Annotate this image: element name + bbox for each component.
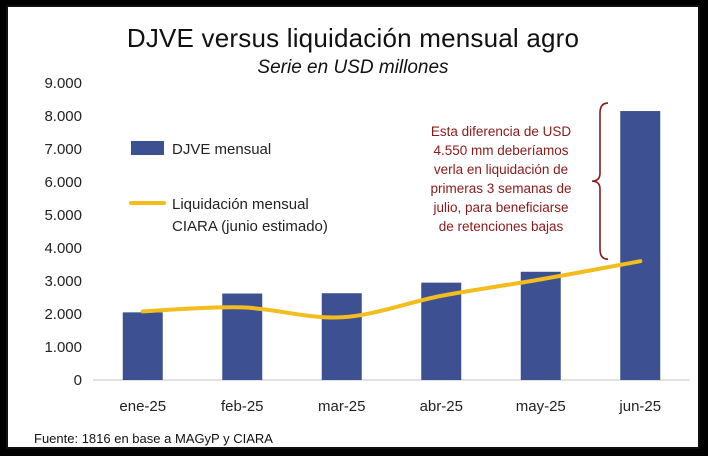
y-tick-label: 2.000 xyxy=(44,306,82,323)
y-tick-label: 4.000 xyxy=(44,240,82,257)
x-tick-label: abr-25 xyxy=(420,398,463,415)
bar-djve xyxy=(620,111,661,381)
line-liquidacion xyxy=(140,259,643,320)
y-tick-label: 6.000 xyxy=(44,174,82,191)
annotation-text-line: julio, para beneficiarse xyxy=(432,200,568,215)
annotation-brace xyxy=(591,102,609,260)
legend-swatch-djve xyxy=(131,141,164,155)
y-tick-label: 3.000 xyxy=(44,273,82,290)
y-tick-label: 7.000 xyxy=(44,141,82,158)
legend-label-liquidacion: Liquidación mensual xyxy=(172,196,309,213)
legend-label-liquidacion: CIARA (junio estimado) xyxy=(172,218,328,235)
bar-djve xyxy=(520,271,561,380)
y-tick-label: 9.000 xyxy=(44,75,82,92)
x-tick-label: mar-25 xyxy=(318,398,366,415)
annotation-text-line: verla en liquidación de xyxy=(434,162,568,177)
bar-djve xyxy=(321,293,362,380)
x-tick-label: jun-25 xyxy=(618,398,661,415)
annotation-text-line: 4.550 mm deberíamos xyxy=(433,143,568,158)
y-tick-label: 5.000 xyxy=(44,207,82,224)
y-tick-label: 0 xyxy=(74,372,82,389)
chart-title: DJVE versus liquidación mensual agro xyxy=(126,23,580,53)
chart-subtitle: Serie en USD millones xyxy=(257,57,449,78)
x-tick-label: feb-25 xyxy=(221,398,264,415)
x-tick-label: ene-25 xyxy=(119,398,166,415)
annotation-text-line: primeras 3 semanas de xyxy=(430,181,571,196)
annotation-text-line: de retenciones bajas xyxy=(439,219,564,234)
bar-djve xyxy=(122,312,163,380)
x-tick-label: may-25 xyxy=(516,398,566,415)
y-tick-label: 8.000 xyxy=(44,108,82,125)
chart-source: Fuente: 1816 en base a MAGyP y CIARA xyxy=(34,431,273,446)
legend-label-djve: DJVE mensual xyxy=(172,141,271,158)
annotation-text-line: Esta diferencia de USD xyxy=(431,124,572,139)
y-tick-label: 1.000 xyxy=(44,339,82,356)
